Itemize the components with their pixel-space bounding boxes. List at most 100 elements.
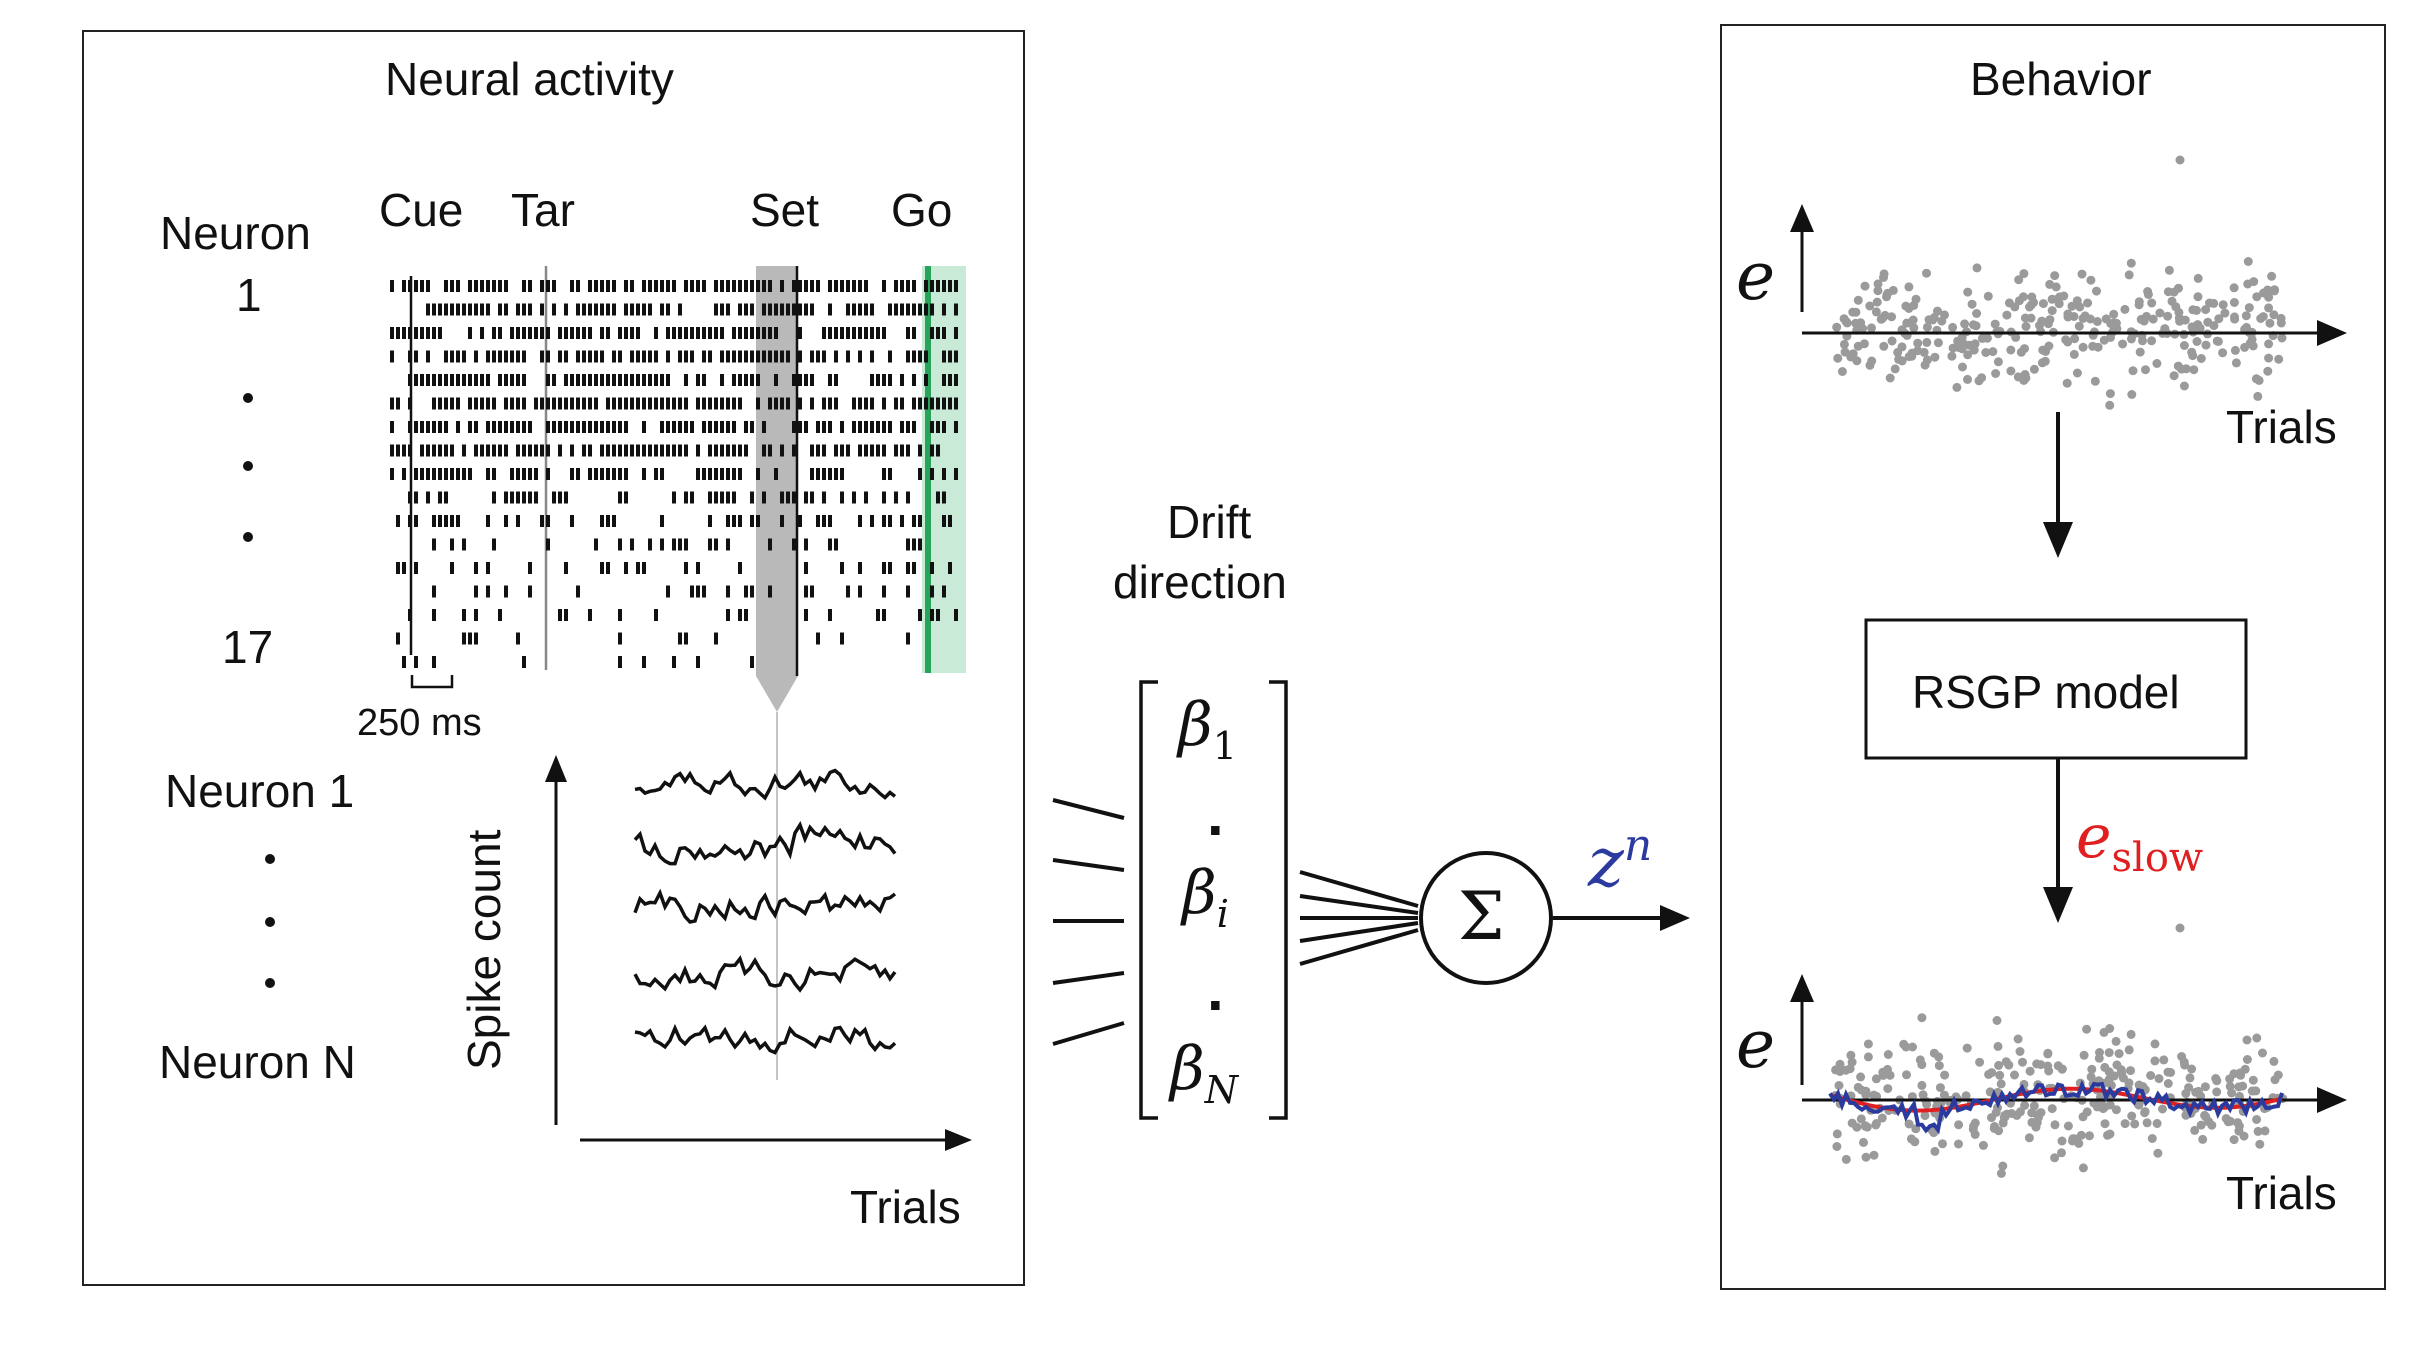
scatter-point bbox=[1922, 268, 1931, 278]
scatter-point bbox=[2241, 311, 2251, 321]
e-axis-top-arrowhead bbox=[1790, 204, 1814, 232]
scatter-point bbox=[2029, 364, 2039, 374]
neural-activity-panel bbox=[82, 30, 1025, 1286]
scatter-point bbox=[2078, 342, 2088, 352]
scatter-point bbox=[2069, 349, 2079, 359]
scatter-point bbox=[2163, 1079, 2173, 1088]
beta-i-subscript: i bbox=[1216, 892, 1229, 936]
neuron-list-last: Neuron N bbox=[159, 1036, 356, 1088]
scatter-point bbox=[2018, 1057, 2027, 1067]
e-axis-bottom-label: e bbox=[1736, 1006, 1776, 1083]
scatter-point bbox=[1975, 1057, 1985, 1067]
scatter-point bbox=[2006, 345, 2016, 355]
error-scatter-bottom bbox=[1830, 923, 2288, 1178]
input-line bbox=[1052, 798, 1125, 820]
scatter-point bbox=[2277, 333, 2287, 343]
scatter-point bbox=[2016, 347, 2026, 357]
scatter-point bbox=[1867, 356, 1877, 366]
scatter-point bbox=[1920, 1111, 1930, 1121]
scatter-point bbox=[1995, 1070, 2005, 1080]
scatter-point bbox=[2213, 336, 2223, 346]
sum-line bbox=[1299, 921, 1419, 943]
scatter-point bbox=[2038, 299, 2048, 309]
scatter-point bbox=[2027, 1117, 2037, 1127]
scatter-point bbox=[2225, 1081, 2235, 1091]
scatter-point bbox=[1963, 287, 1973, 297]
scatter-point bbox=[2177, 1052, 2187, 1061]
scatter-point bbox=[2231, 358, 2241, 368]
scatter-point bbox=[2072, 296, 2082, 306]
scatter-point bbox=[2201, 340, 2211, 350]
scatter-point bbox=[1990, 319, 2000, 329]
scatter-point bbox=[1878, 313, 1888, 322]
scatter-point bbox=[1935, 1083, 1945, 1093]
spike-count-trace bbox=[634, 1023, 897, 1055]
scatter-point bbox=[1831, 1065, 1841, 1075]
scatter-point bbox=[2158, 1104, 2167, 1114]
scatter-point bbox=[1992, 1016, 2002, 1025]
scatter-point bbox=[1934, 1052, 1944, 1062]
vector-left-bracket bbox=[1139, 680, 1158, 1120]
beta-i: βi bbox=[1182, 858, 1229, 936]
scatter-point bbox=[1917, 1013, 1927, 1023]
e-slow-subscript: slow bbox=[2111, 835, 2204, 881]
scatter-point bbox=[2094, 1053, 2104, 1063]
scatter-point bbox=[2120, 304, 2130, 314]
scatter-point bbox=[2207, 1120, 2217, 1130]
scatter-point bbox=[2242, 1055, 2252, 1064]
scatter-point bbox=[1902, 1070, 1911, 1080]
scatter-point bbox=[2160, 324, 2170, 334]
scatter-point bbox=[2164, 265, 2174, 275]
beta-i-symbol: β bbox=[1182, 858, 1217, 928]
scatter-point bbox=[1842, 318, 1852, 328]
scatter-point bbox=[2109, 309, 2119, 319]
scatter-point bbox=[2100, 1119, 2110, 1129]
scatter-point bbox=[2274, 354, 2284, 364]
beta-n-symbol: β bbox=[1170, 1034, 1205, 1104]
set-window-funnel bbox=[756, 676, 798, 712]
scatter-point bbox=[1988, 347, 1998, 357]
scatter-point bbox=[1871, 1074, 1881, 1084]
scatter-point bbox=[2174, 307, 2184, 317]
scatter-point bbox=[2047, 1104, 2057, 1114]
scatter-point bbox=[2004, 298, 2014, 308]
scatter-point bbox=[2138, 336, 2147, 346]
scatter-point bbox=[2130, 1119, 2140, 1129]
scatter-point bbox=[1852, 1122, 1862, 1132]
scatter-point bbox=[1996, 1079, 2006, 1089]
scatter-point bbox=[2014, 296, 2024, 306]
scatter-point bbox=[2106, 332, 2115, 342]
e-axis-top-label: e bbox=[1736, 238, 1776, 315]
scatter-point bbox=[1954, 343, 1964, 353]
scatter-point bbox=[2147, 1134, 2157, 1143]
scatter-point bbox=[2135, 347, 2145, 357]
e-slow-label: eslow bbox=[2076, 802, 2203, 881]
scatter-point bbox=[2196, 354, 2206, 363]
scatter-point bbox=[2252, 292, 2262, 302]
scatter-point bbox=[2036, 1108, 2046, 1118]
scatter-point bbox=[2104, 1048, 2114, 1058]
scatter-point bbox=[2010, 1070, 2019, 1080]
scatter-point bbox=[2128, 366, 2138, 376]
scatter-point bbox=[2264, 339, 2274, 349]
scatter-point bbox=[2063, 312, 2073, 322]
sum-line bbox=[1299, 894, 1419, 915]
scatter-point bbox=[2229, 298, 2239, 307]
scatter-point bbox=[1993, 1041, 2003, 1051]
scatter-point bbox=[2114, 1049, 2124, 1059]
scatter-point bbox=[2124, 1045, 2134, 1055]
scatter-point bbox=[2269, 286, 2279, 296]
scatter-point bbox=[1954, 1120, 1964, 1130]
scatter-point bbox=[1848, 349, 1858, 359]
scatter-point bbox=[1952, 382, 1962, 392]
beta-1-symbol: β bbox=[1178, 690, 1213, 760]
scatter-point bbox=[1958, 362, 1967, 372]
scatter-point bbox=[2230, 345, 2240, 355]
scatter-point bbox=[1841, 1154, 1851, 1164]
spike-count-trace bbox=[633, 821, 897, 866]
scatter-point bbox=[1861, 1152, 1871, 1162]
spike-raster bbox=[390, 280, 958, 668]
scatter-point bbox=[2077, 269, 2087, 279]
scatter-point bbox=[1917, 1080, 1927, 1090]
